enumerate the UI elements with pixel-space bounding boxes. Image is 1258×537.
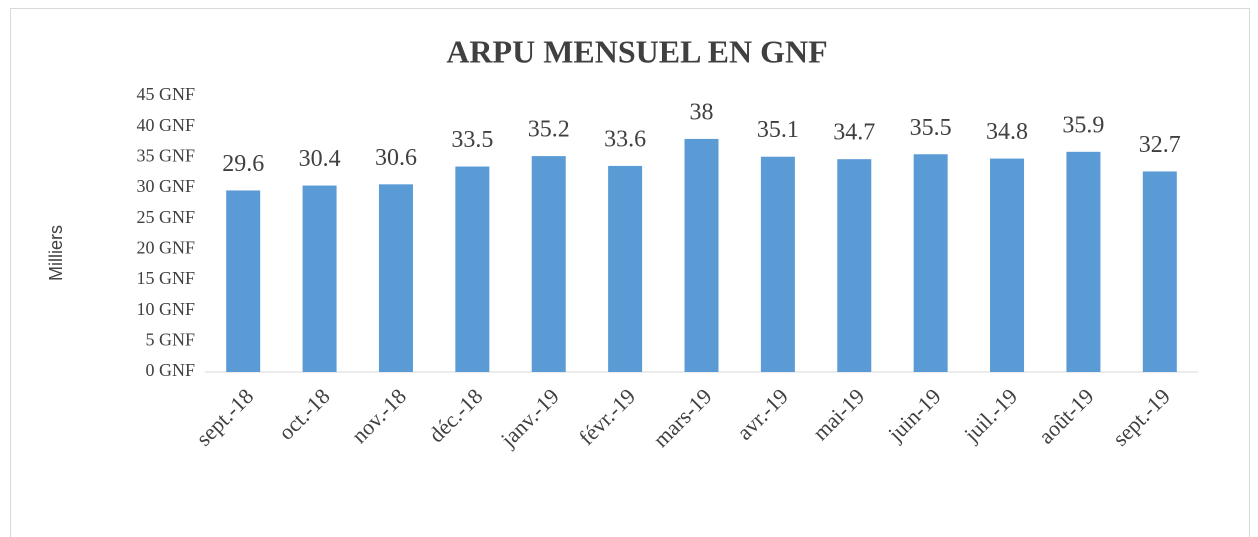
data-label: 30.6 [375, 145, 417, 171]
y-tick-label: 0 GNF [145, 360, 195, 380]
data-label: 33.6 [604, 126, 646, 152]
data-label: 35.9 [1062, 112, 1104, 138]
bar [378, 184, 413, 372]
y-tick-label: 35 GNF [136, 145, 195, 165]
y-tick-label: 15 GNF [136, 268, 195, 288]
bar [990, 158, 1025, 372]
bar [608, 165, 643, 372]
bar [226, 190, 261, 372]
data-label: 35.5 [910, 115, 952, 141]
data-label: 34.8 [986, 119, 1028, 145]
bar [1066, 151, 1101, 372]
data-label: 30.4 [299, 146, 341, 172]
y-tick-label: 20 GNF [136, 237, 195, 257]
y-tick-label: 5 GNF [145, 329, 195, 349]
data-label: 35.1 [757, 117, 799, 143]
data-label: 38 [690, 99, 714, 125]
chart-title: ARPU MENSUEL EN GNF [446, 33, 827, 69]
data-label: 29.6 [222, 151, 264, 177]
y-tick-label: 40 GNF [136, 115, 195, 135]
y-axis-title: Milliers [46, 225, 66, 281]
bar [913, 154, 948, 372]
data-label: 34.7 [833, 120, 875, 146]
data-label: 35.2 [528, 117, 570, 143]
bar [837, 159, 872, 372]
y-tick-label: 30 GNF [136, 176, 195, 196]
bar [760, 156, 795, 372]
data-label: 33.5 [451, 127, 493, 153]
bar [455, 166, 490, 372]
bar [684, 138, 719, 372]
bar [531, 156, 566, 372]
y-tick-label: 25 GNF [136, 207, 195, 227]
bar [1142, 171, 1177, 372]
bar [302, 185, 337, 372]
y-tick-label: 10 GNF [136, 299, 195, 319]
data-label: 32.7 [1139, 132, 1181, 158]
y-tick-label: 45 GNF [136, 84, 195, 104]
